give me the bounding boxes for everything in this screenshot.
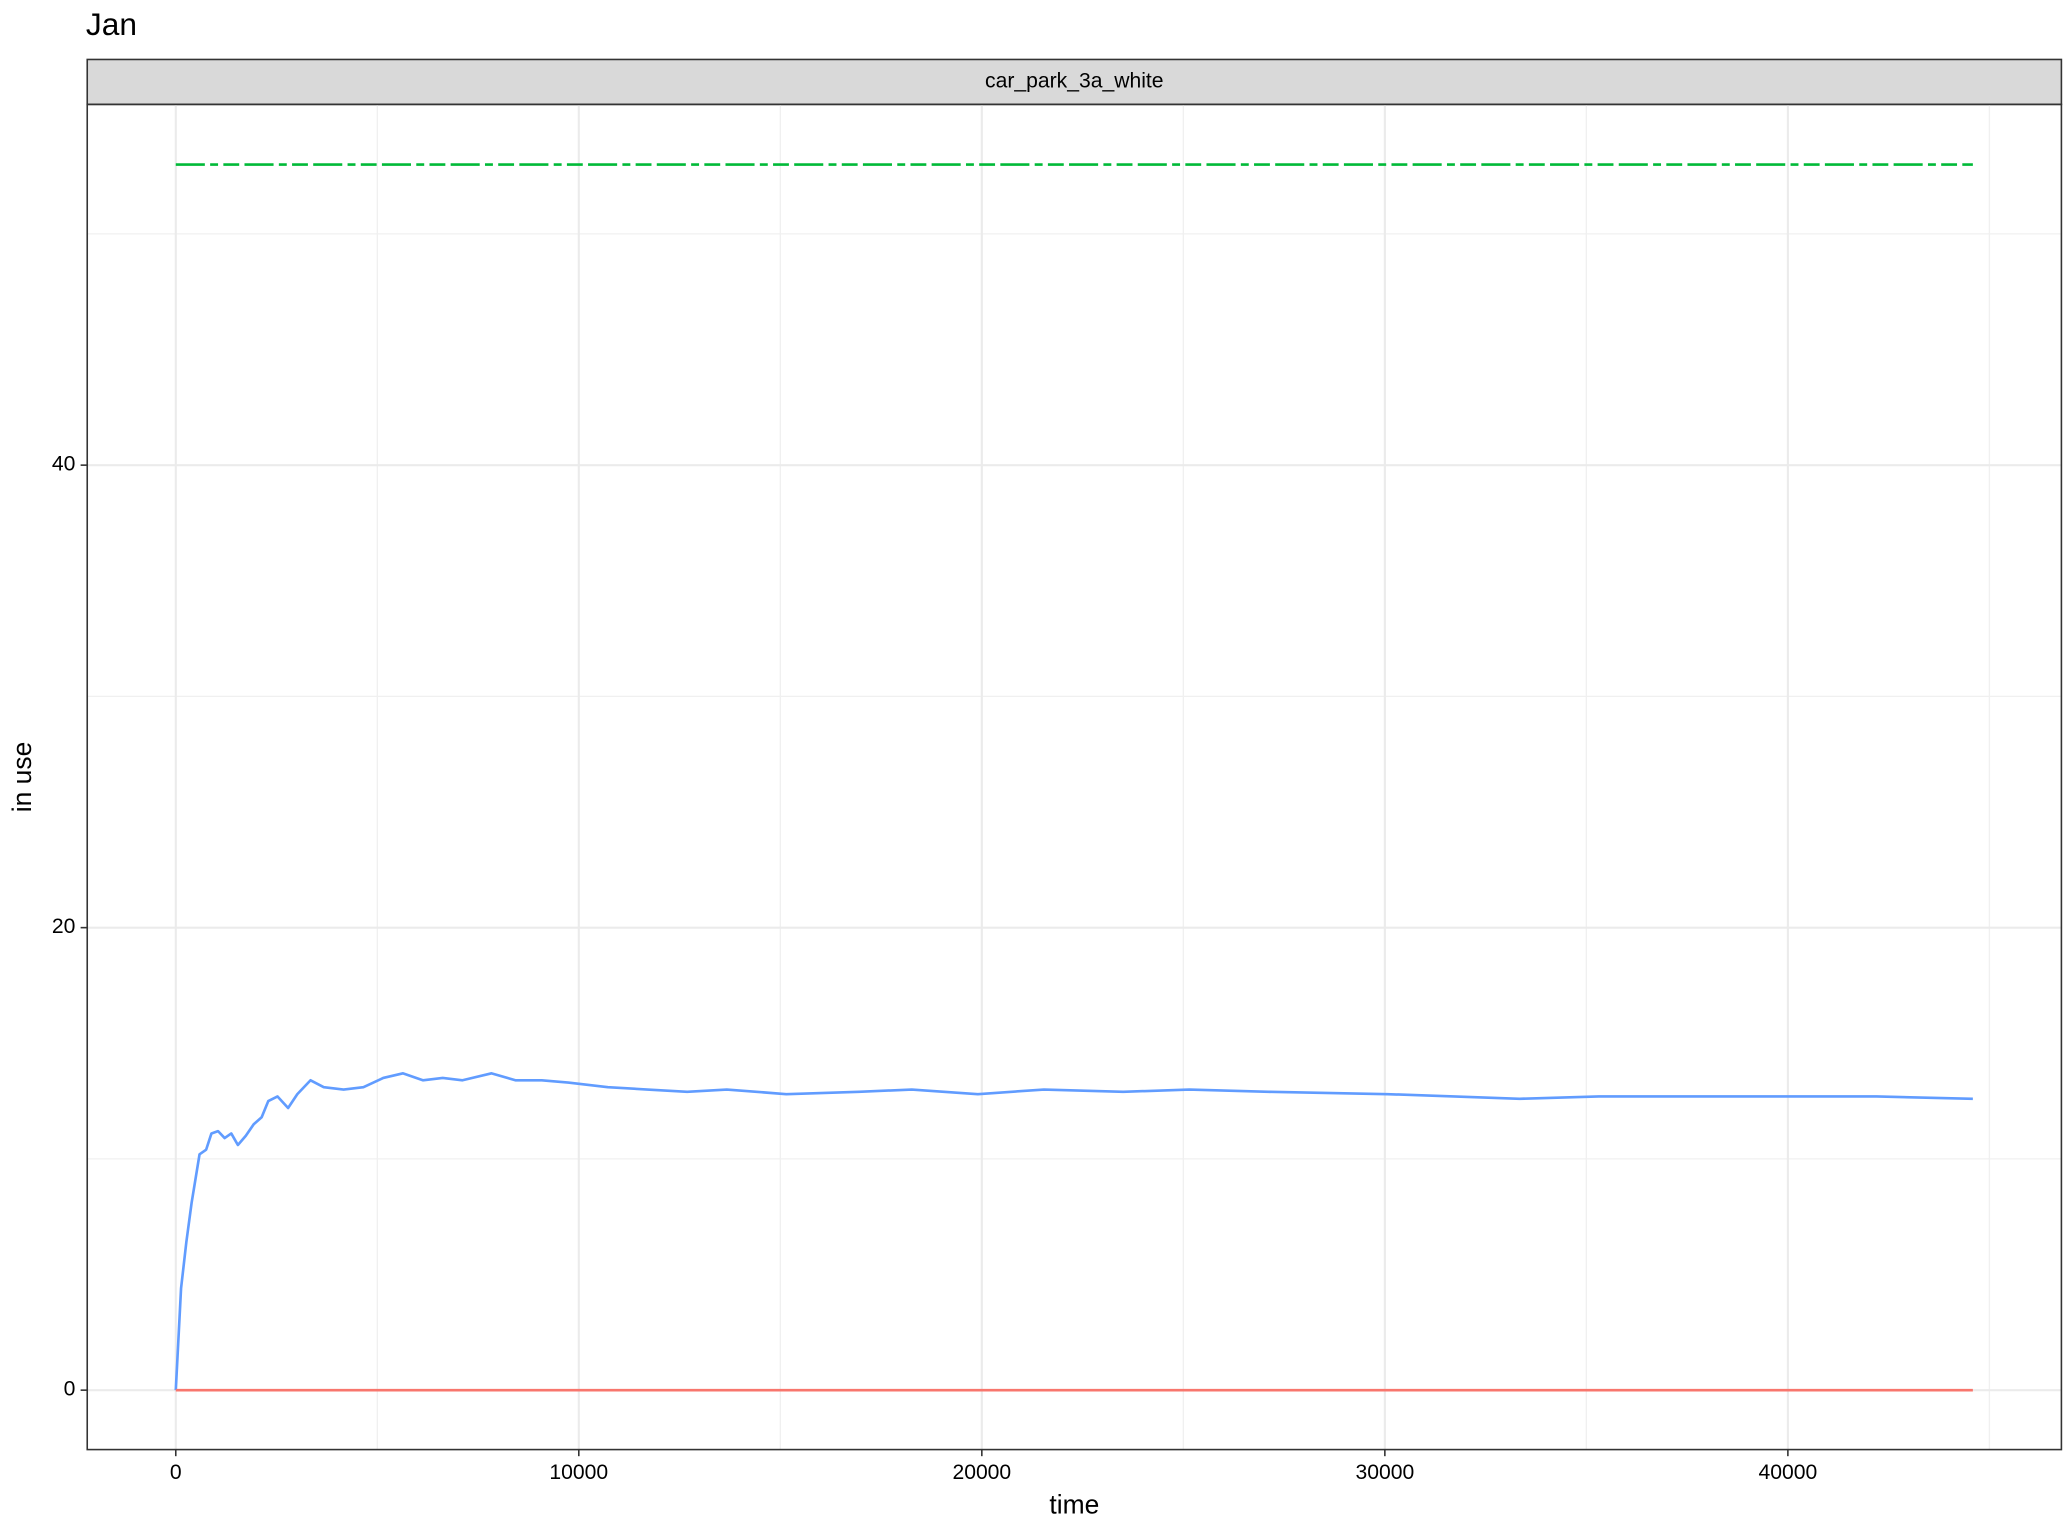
series-line — [174, 1072, 1973, 1391]
x-tick-label: 20000 — [952, 1461, 1011, 1484]
x-tick-label: 30000 — [1355, 1461, 1414, 1484]
panel-border — [86, 103, 2063, 1451]
x-tick-label: 40000 — [1759, 1461, 1818, 1484]
y-tick-label: 0 — [64, 1378, 76, 1401]
x-tick-label: 10000 — [549, 1461, 608, 1484]
plot-area — [174, 163, 1973, 1392]
y-tick-label: 40 — [52, 453, 76, 476]
chart-title: Jan — [86, 6, 137, 42]
x-tick-label: 0 — [170, 1461, 182, 1484]
y-tick-label: 20 — [52, 915, 76, 938]
facet-strip — [86, 58, 2063, 106]
x-axis-title: time — [1049, 1489, 1099, 1519]
y-axis-title: in use — [7, 742, 37, 812]
facet-label: car_park_3a_white — [985, 70, 1164, 93]
